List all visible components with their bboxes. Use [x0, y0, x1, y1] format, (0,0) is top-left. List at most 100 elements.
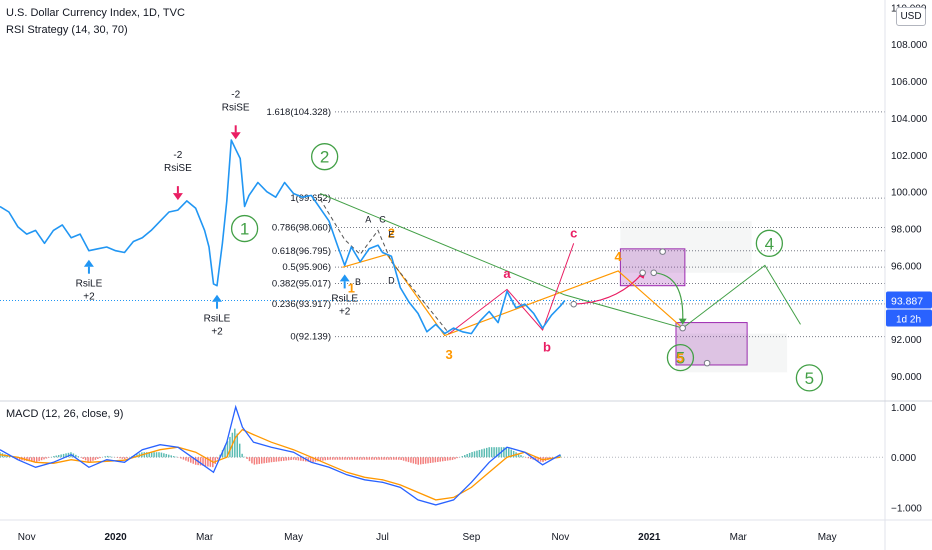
fib-level-label: 0.618(96.795) [272, 246, 331, 257]
wave-label: 5 [676, 349, 685, 368]
time-tick-label: Jul [376, 532, 389, 543]
time-tick-label: Mar [730, 532, 748, 543]
time-tick-label: May [818, 532, 837, 543]
wave-label: a [503, 266, 511, 281]
anchor-point [570, 300, 577, 308]
anchor-point [650, 269, 658, 277]
macd-tick-label: 0.000 [891, 453, 916, 464]
price-tick-label: 98.000 [891, 225, 922, 236]
wave-label: D [388, 275, 395, 285]
macd-legend[interactable]: MACD (12, 26, close, 9) [6, 408, 124, 420]
projection-curve-down [653, 272, 684, 323]
wave-label-circle [230, 214, 259, 243]
dxy-price-line [0, 139, 566, 335]
time-tick-label: May [284, 532, 303, 543]
wave-label: B [355, 277, 361, 287]
price-tick-label: 108.000 [891, 40, 928, 51]
abcde-triangle-line [319, 198, 450, 334]
drawing-layer [319, 193, 801, 373]
short-entry-label: -2 [173, 150, 182, 161]
shade-zone-upper [620, 221, 752, 273]
price-tick-label: 102.000 [891, 151, 928, 162]
short-entry-label: RsiSE [222, 102, 250, 113]
fib-level-label: 0.236(93.917) [272, 299, 331, 310]
long-entry-label: +2 [339, 306, 351, 317]
fib-level-label: 1(99.652) [290, 193, 331, 204]
wave-label-circle [795, 364, 824, 392]
wave-label-circle [666, 343, 695, 372]
wave-labels: 1245512345abcABCDERsiLE+2RsiLE+2RsiLE+2-… [76, 89, 824, 392]
wave-label: E [388, 229, 394, 239]
wave-label: 5 [805, 369, 814, 388]
long-entry-label: +2 [83, 292, 95, 303]
price-tick-label: 92.000 [891, 335, 922, 346]
short-entry-label: RsiSE [164, 163, 192, 174]
price-tick-label: 104.000 [891, 114, 928, 125]
symbol-title[interactable]: U.S. Dollar Currency Index, 1D, TVC [6, 7, 185, 19]
price-tick-label: 106.000 [891, 77, 928, 88]
price-series [0, 139, 566, 335]
macd-tick-label: −1.000 [891, 503, 922, 514]
anchor-point [639, 269, 646, 277]
bar-countdown-badge [886, 309, 932, 327]
short-entry-arrow [230, 132, 241, 140]
anchor-point [659, 248, 666, 255]
long-entry-label: RsiLE [204, 314, 231, 325]
long-entry-arrow [83, 259, 94, 267]
last-price-tag: 93.887 1d 2h [886, 291, 932, 327]
wave-label: 2 [388, 225, 395, 240]
price-tick-label: 96.000 [891, 261, 922, 272]
price-tick-label: 90.000 [891, 372, 922, 383]
wave-label: 4 [615, 249, 623, 264]
long-entry-label: +2 [211, 327, 223, 338]
macd-pane [0, 404, 885, 506]
fib-level-label: 0.786(98.060) [272, 222, 331, 233]
wave-label: 2 [320, 148, 329, 167]
short-entry-label: -2 [231, 89, 240, 100]
wave-label: A [365, 215, 371, 225]
wave-label-circle [755, 229, 784, 257]
anchor-point [703, 359, 711, 367]
shade-zone-lower [675, 333, 788, 373]
wave-label-circle [310, 143, 339, 171]
fib-level-label: 1.618(104.328) [267, 107, 331, 118]
fibonacci-levels: 1.618(104.328) 1(99.652) 0.786(98.060) 0.61… [267, 107, 885, 343]
short-entry-arrow [172, 193, 183, 201]
wave-label: C [379, 215, 386, 225]
long-entry-arrow [339, 274, 350, 282]
projection-arrowhead-down [678, 318, 687, 325]
projection-curve-up [573, 272, 644, 305]
wave-label: 5 [677, 351, 684, 366]
time-tick-label: Nov [18, 532, 36, 543]
impulse-wave-line [342, 253, 684, 337]
correction-wave-line [448, 243, 575, 334]
target-zone-upper [619, 248, 686, 287]
long-entry-label: RsiLE [76, 279, 103, 290]
fib-level-label: 0(92.139) [290, 332, 331, 343]
wave-label: 1 [240, 220, 249, 239]
time-tick-label: 2021 [638, 532, 661, 543]
strategy-legend[interactable]: RSI Strategy (14, 30, 70) [6, 24, 128, 36]
long-entry-arrow [212, 294, 222, 302]
bar-countdown-value: 1d 2h [896, 314, 921, 325]
time-tick-label: Sep [463, 532, 481, 543]
wave-label: 3 [446, 347, 453, 362]
price-tick-label: 100.000 [891, 188, 928, 199]
macd-tick-label: 1.000 [891, 403, 916, 414]
currency-badge[interactable]: USD [896, 7, 926, 26]
long-entry-label: RsiLE [331, 293, 358, 304]
macd-signal-line [0, 428, 561, 501]
time-tick-label: Nov [551, 532, 569, 543]
time-tick-label: 2020 [105, 532, 128, 543]
wave-label: 4 [765, 234, 774, 253]
macd-line [0, 404, 561, 506]
anchor-point [679, 324, 686, 332]
target-zone-lower [675, 322, 748, 366]
fib-level-label: 0.382(95.017) [272, 279, 331, 290]
wave-label: 1 [348, 281, 355, 296]
wave-label: c [570, 225, 577, 240]
fib-level-label: 0.5(95.906) [282, 262, 331, 273]
wave-label: b [543, 340, 551, 355]
